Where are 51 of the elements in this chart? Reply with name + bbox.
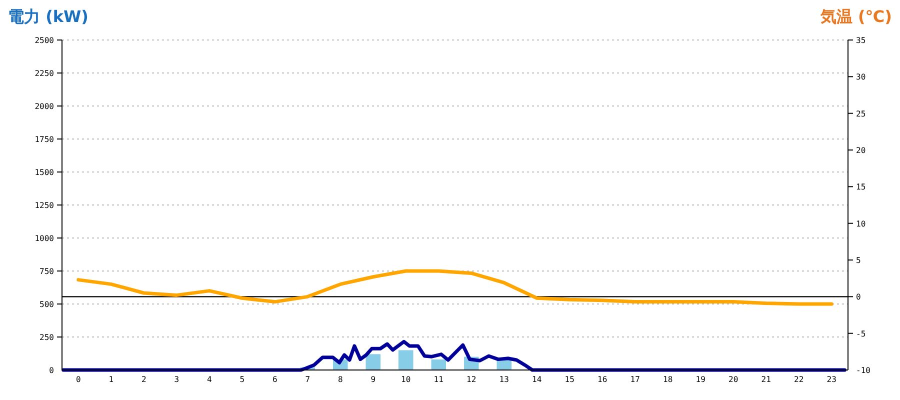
x-tick-label: 10 (401, 375, 411, 384)
line-series (76, 269, 834, 306)
x-tick-label: 2 (141, 375, 146, 384)
y-tick-label: 500 (40, 300, 54, 309)
x-tick-label: 23 (826, 375, 837, 384)
x-tick-label: 19 (696, 375, 706, 384)
y2-tick-label: 20 (856, 146, 866, 155)
y-tick-label: 1000 (34, 234, 54, 243)
x-tick-label: 16 (598, 375, 608, 384)
y-tick-label: 0 (49, 366, 54, 375)
x-tick-label: 3 (174, 375, 180, 384)
y-tick-label: 250 (40, 333, 54, 342)
y2-tick-label: 35 (856, 36, 866, 45)
x-tick-label: 22 (794, 375, 804, 384)
y2-tick-label: 0 (856, 292, 861, 302)
y-tick-label: 1750 (34, 135, 54, 144)
x-tick-label: 14 (532, 375, 542, 384)
x-tick-label: 5 (240, 375, 245, 384)
x-tick-label: 9 (370, 375, 376, 384)
bar (366, 354, 380, 370)
y2-tick-label: 25 (856, 109, 866, 118)
y-tick-label: 2500 (34, 36, 54, 45)
y-tick-label: 1500 (34, 168, 54, 177)
y-tick-label: 2000 (34, 102, 54, 111)
y2-axis-title: 気温 (℃) (819, 7, 892, 26)
y-tick-label: 1250 (34, 201, 54, 210)
x-tick-label: 13 (499, 375, 510, 384)
x-tick-label: 21 (761, 375, 772, 384)
x-tick-label: 8 (338, 375, 343, 384)
x-tick-label: 11 (434, 375, 444, 384)
y-tick-label: 2250 (34, 69, 54, 78)
y2-tick-label: -10 (856, 366, 871, 375)
y2-tick-label: 10 (856, 219, 866, 228)
x-tick-label: 15 (564, 375, 575, 384)
y2-tick-label: 30 (856, 72, 866, 82)
y-axis-title: 電力 (kW) (8, 7, 88, 26)
x-tick-label: 12 (466, 375, 476, 384)
y2-tick-label: 5 (856, 256, 861, 265)
y-tick-label: 750 (40, 267, 54, 276)
x-tick-label: 4 (206, 375, 212, 384)
x-tick-label: 17 (630, 375, 640, 384)
x-tick-label: 7 (305, 375, 310, 384)
y2-tick-label: -5 (856, 329, 866, 338)
x-tick-label: 1 (108, 375, 114, 384)
x-tick-label: 20 (728, 375, 738, 384)
x-tick-label: 0 (76, 375, 81, 384)
x-tick-label: 6 (272, 375, 278, 384)
x-tick-label: 18 (663, 375, 673, 384)
bar (398, 350, 414, 370)
bar (431, 359, 446, 370)
y2-tick-label: 15 (856, 182, 866, 192)
